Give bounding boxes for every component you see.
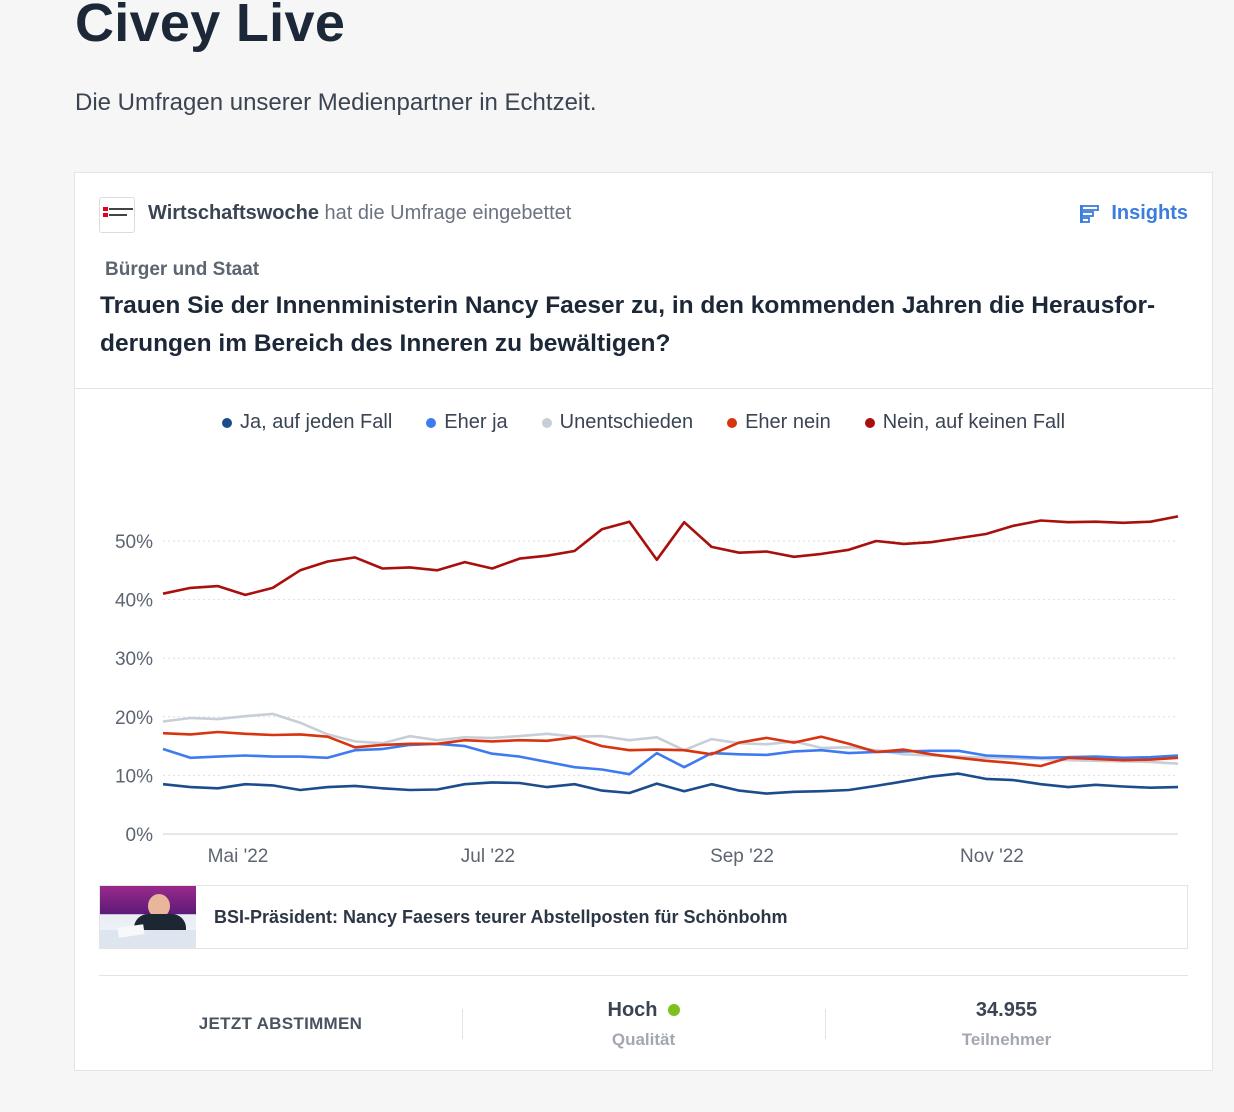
quality-column: Hoch Qualität [462,976,825,1072]
legend-label: Nein, auf keinen Fall [882,411,1066,433]
page-title: Civey Live [75,0,346,53]
participants-column: 34.955 Teilnehmer [825,976,1188,1072]
y-tick-label: 0% [126,825,154,846]
legend-dot [541,417,552,428]
y-tick-label: 10% [115,766,153,787]
quality-value: Hoch [607,998,658,1021]
series-line-0 [162,772,1179,795]
header-divider [75,388,1212,389]
insights-bars-icon [1080,204,1100,223]
news-thumbnail [100,886,196,948]
series-line-2 [162,712,1179,765]
legend-item-nein[interactable]: Nein, auf keinen Fall [864,411,1066,434]
partner-attribution: Wirtschaftswoche hat die Umfrage eingebe… [148,202,571,225]
legend-label: Eher ja [444,411,508,433]
footer-divider [99,975,1188,976]
y-tick-label: 50% [115,532,153,553]
related-news-link[interactable]: BSI-Präsident: Nancy Faesers teurer Abst… [99,885,1188,949]
insights-button[interactable]: Insights [1079,202,1188,225]
page-subtitle: Die Umfragen unserer Medienpartner in Ec… [75,89,597,116]
news-title: BSI-Präsident: Nancy Faesers teurer Abst… [214,906,788,927]
partner-suffix: hat die Umfrage eingebettet [318,202,572,224]
vote-column: JETZT ABSTIMMEN [99,976,462,1072]
poll-category: Bürger und Staat [105,259,260,280]
poll-footer: JETZT ABSTIMMEN Hoch Qualität 34.955 Tei… [99,976,1188,1072]
legend-item-eher-nein[interactable]: Eher nein [727,411,831,434]
quality-label: Qualität [611,1029,676,1049]
series-line-3 [162,730,1179,768]
legend-label: Eher nein [745,411,831,433]
series-line-1 [162,742,1179,776]
legend-item-eher-ja[interactable]: Eher ja [426,411,508,434]
x-tick-label: Nov '22 [960,846,1024,867]
quality-status-icon [667,1004,680,1016]
legend-dot [221,417,232,428]
legend-dot [727,417,738,428]
participants-value: 34.955 [975,998,1038,1021]
x-tick-label: Mai '22 [208,846,269,867]
x-tick-label: Jul '22 [461,846,515,867]
legend-label: Ja, auf jeden Fall [239,411,393,433]
legend-dot [864,417,875,428]
legend-item-unentschieden[interactable]: Unentschieden [541,411,694,434]
y-tick-label: 20% [115,708,153,729]
poll-question: Trauen Sie der Innenministerin Nancy Fae… [100,292,1156,357]
poll-card: Wirtschaftswoche hat die Umfrage eingebe… [74,172,1213,1071]
wirtschaftswoche-logo[interactable] [99,197,135,233]
y-tick-label: 40% [115,591,153,612]
y-tick-label: 30% [115,649,153,670]
participants-label: Teilnehmer [961,1029,1052,1049]
legend-label: Unentschieden [559,411,694,433]
vote-now-button[interactable]: JETZT ABSTIMMEN [198,1014,363,1033]
x-tick-label: Sep '22 [710,846,774,867]
insights-label: Insights [1111,202,1188,224]
partner-name[interactable]: Wirtschaftswoche [148,202,319,224]
chart-legend: Ja, auf jeden Fall Eher ja Unentschieden… [75,411,1212,434]
legend-item-ja[interactable]: Ja, auf jeden Fall [221,411,393,434]
legend-dot [426,417,437,428]
series-line-4 [162,515,1179,597]
